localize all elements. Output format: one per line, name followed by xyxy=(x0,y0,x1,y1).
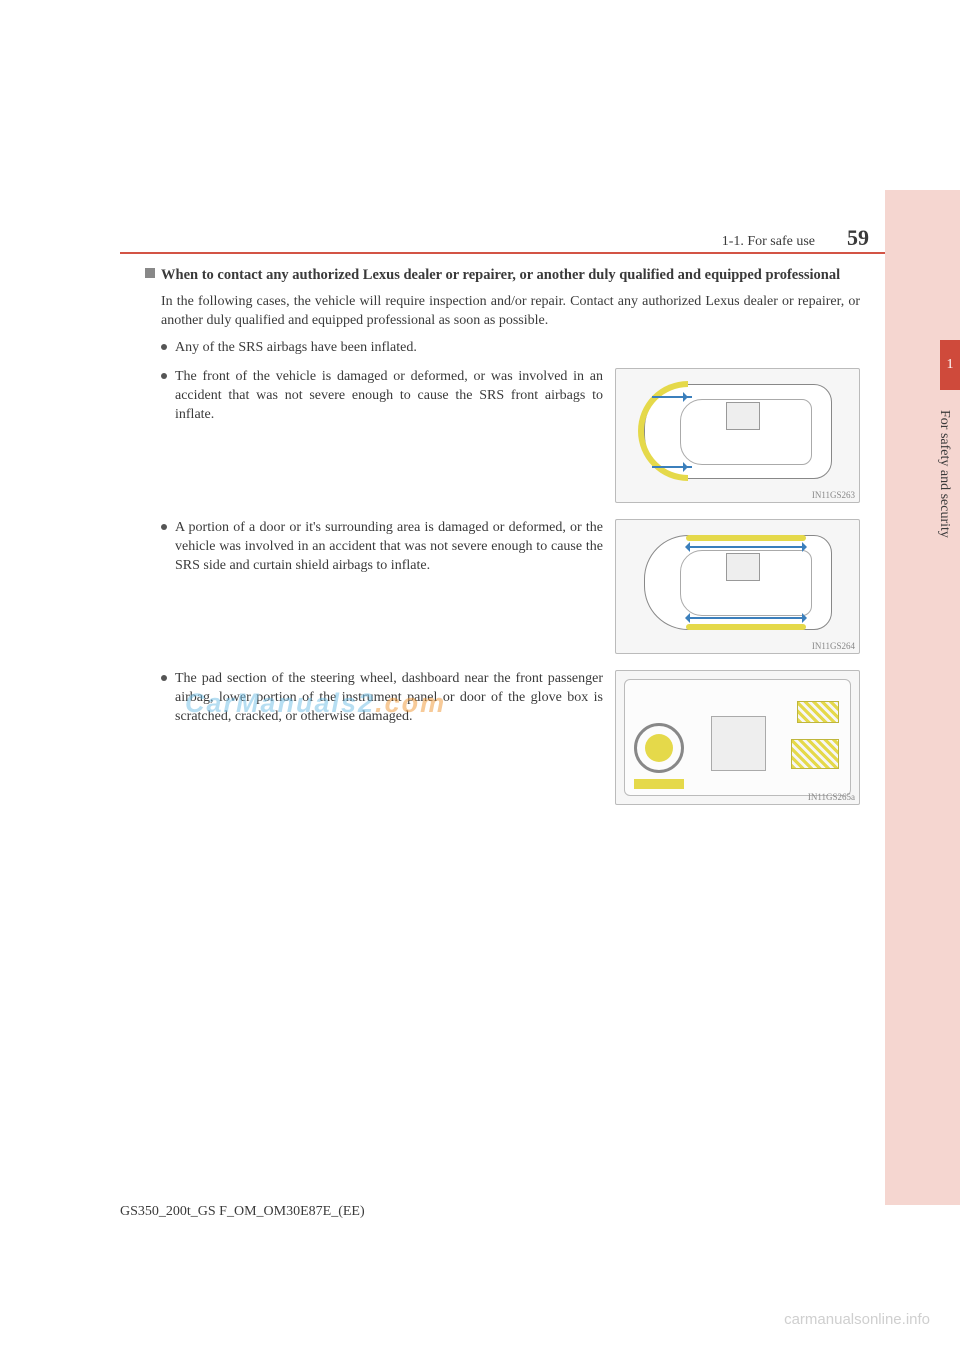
highlight-side-icon xyxy=(686,535,806,541)
figure-id: IN11GS263 xyxy=(812,490,855,500)
intro-paragraph: In the following cases, the vehicle will… xyxy=(161,293,860,331)
list-item-text: The pad section of the steering wheel, d… xyxy=(175,670,603,727)
list-item: The pad section of the steering wheel, d… xyxy=(161,670,860,805)
bullet-icon xyxy=(161,344,167,350)
arrow-icon xyxy=(686,617,806,619)
highlight-side-icon xyxy=(686,624,806,630)
list-item-textcol: A portion of a door or it's surrounding … xyxy=(161,519,603,576)
bullet-icon xyxy=(161,675,167,681)
steering-pad-highlight-icon xyxy=(645,734,673,762)
arrow-icon xyxy=(652,396,692,398)
list-item: Any of the SRS airbags have been inflate… xyxy=(161,339,860,358)
square-bullet-icon xyxy=(145,268,155,278)
chapter-number-badge: 1 xyxy=(940,340,960,390)
figure-front-damage: IN11GS263 xyxy=(615,368,860,503)
figure-dashboard-damage: IN11GS265a xyxy=(615,670,860,805)
page-content: When to contact any authorized Lexus dea… xyxy=(145,265,860,821)
chapter-number: 1 xyxy=(947,357,954,373)
list-item-textcol: The front of the vehicle is damaged or d… xyxy=(161,368,603,425)
header-divider xyxy=(120,252,885,254)
section-heading: When to contact any authorized Lexus dea… xyxy=(145,265,860,285)
site-credit: carmanualsonline.info xyxy=(784,1311,930,1328)
page-number: 59 xyxy=(847,225,869,251)
list-item-text: The front of the vehicle is damaged or d… xyxy=(175,368,603,425)
figure-side-damage: IN11GS264 xyxy=(615,519,860,654)
page-header: 1-1. For safe use 59 xyxy=(120,225,885,251)
list-item-textcol: The pad section of the steering wheel, d… xyxy=(161,670,603,727)
passenger-airbag-highlight-icon xyxy=(797,701,839,723)
bullet-icon xyxy=(161,373,167,379)
list-item: The front of the vehicle is damaged or d… xyxy=(161,368,860,503)
section-heading-text: When to contact any authorized Lexus dea… xyxy=(161,267,840,283)
arrow-icon xyxy=(652,466,692,468)
sunroof-icon xyxy=(726,553,760,581)
figure-id: IN11GS265a xyxy=(808,792,855,802)
list-item: A portion of a door or it's surrounding … xyxy=(161,519,860,654)
chapter-label: For safety and security xyxy=(936,410,952,538)
knee-panel-highlight-icon xyxy=(634,779,684,789)
list-item-text: A portion of a door or it's surrounding … xyxy=(175,519,603,576)
center-console-icon xyxy=(711,716,766,771)
figure-id: IN11GS264 xyxy=(812,641,855,651)
section-label: 1-1. For safe use xyxy=(722,234,815,250)
sunroof-icon xyxy=(726,402,760,430)
document-id: GS350_200t_GS F_OM_OM30E87E_(EE) xyxy=(120,1204,365,1220)
arrow-icon xyxy=(686,546,806,548)
glovebox-highlight-icon xyxy=(791,739,839,769)
bullet-icon xyxy=(161,524,167,530)
list-item-text: Any of the SRS airbags have been inflate… xyxy=(175,339,860,358)
